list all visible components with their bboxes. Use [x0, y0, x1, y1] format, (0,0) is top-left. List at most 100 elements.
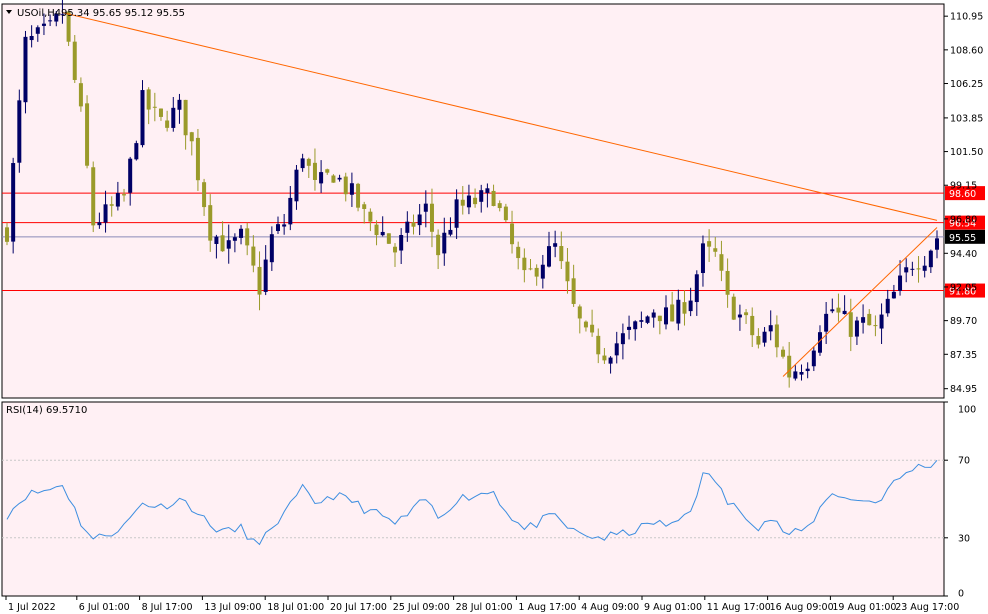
candle — [91, 161, 96, 233]
candle — [282, 213, 287, 235]
candle — [368, 208, 373, 232]
candle — [393, 243, 398, 267]
candle-body — [362, 204, 367, 209]
main-pane[interactable] — [1, 3, 945, 399]
candle — [516, 241, 521, 270]
candle — [411, 214, 416, 235]
candle-body — [719, 254, 724, 271]
candle — [510, 210, 515, 254]
candle — [423, 190, 428, 228]
candle — [787, 341, 792, 388]
symbol-label: USOil,H4 — [17, 8, 61, 19]
candle-body — [867, 313, 872, 326]
candle — [189, 131, 194, 156]
price-tick-label: 103.85 — [950, 113, 983, 124]
candle — [694, 270, 699, 316]
candle — [288, 185, 293, 231]
candle-body — [11, 163, 16, 242]
candle — [799, 364, 804, 381]
candle — [633, 320, 638, 341]
candle — [374, 220, 379, 246]
candle-body — [405, 221, 410, 233]
horizontal-levels[interactable]: 98.60 96.54 91.80 95.55 — [2, 186, 985, 298]
candle-body — [559, 246, 564, 262]
candle — [11, 157, 16, 254]
candle — [337, 174, 342, 182]
candle-body — [368, 211, 373, 222]
candle-body — [429, 203, 434, 232]
candle — [904, 258, 909, 283]
time-tick-label: 8 Jul 17:00 — [142, 602, 193, 613]
candle — [300, 153, 305, 172]
candle-body — [343, 176, 348, 195]
candle — [781, 346, 786, 359]
candle — [122, 188, 127, 202]
candle — [405, 211, 410, 242]
candle-body — [5, 227, 9, 242]
candle-body — [128, 158, 133, 193]
candle-body — [688, 300, 693, 312]
candle-body — [633, 321, 638, 330]
candle-body — [17, 100, 22, 163]
candle — [688, 287, 693, 317]
candle — [48, 14, 53, 27]
trendline[interactable] — [62, 12, 938, 221]
candle-body — [171, 107, 176, 128]
candle — [928, 249, 933, 273]
time-tick-label: 18 Jul 01:00 — [267, 602, 324, 613]
candle-body — [885, 298, 890, 314]
candle-body — [731, 296, 736, 320]
candle — [885, 289, 890, 317]
candle — [608, 356, 613, 374]
candle-body — [781, 349, 786, 357]
candle-body — [627, 326, 632, 330]
candle-body — [830, 309, 835, 312]
ohlc-values: 95.34 95.65 95.12 95.55 — [61, 8, 185, 19]
rsi-pane[interactable] — [1, 401, 945, 597]
candle — [436, 229, 441, 270]
candle — [916, 256, 921, 283]
candle-body — [491, 190, 496, 206]
candle — [700, 235, 705, 287]
candle-body — [177, 99, 182, 110]
trendline[interactable] — [782, 227, 938, 377]
candle-body — [799, 372, 804, 375]
candle-body — [54, 13, 59, 22]
candle-body — [664, 307, 669, 325]
candle-body — [842, 310, 847, 315]
candle-body — [836, 307, 841, 313]
candle — [503, 203, 508, 222]
time-tick-label: 23 Aug 17:00 — [895, 602, 959, 613]
candle-body — [460, 199, 465, 206]
candle-body — [577, 306, 582, 319]
candle-body — [380, 231, 385, 236]
time-tick-label: 1 Jul 2022 — [8, 602, 56, 613]
dropdown-triangle-icon[interactable] — [6, 10, 12, 14]
time-tick-label: 4 Aug 09:00 — [581, 602, 639, 613]
candle-body — [670, 304, 675, 322]
candle-body — [165, 120, 170, 128]
trendlines[interactable] — [62, 12, 938, 377]
candle-body — [356, 183, 361, 208]
price-tick-label: 94.40 — [950, 249, 977, 260]
candle-body — [226, 240, 231, 249]
candle-body — [232, 237, 237, 241]
candle — [195, 129, 200, 191]
candle — [707, 229, 712, 262]
candle — [232, 233, 237, 253]
candle-body — [202, 182, 207, 208]
candle — [639, 311, 644, 328]
candle-body — [337, 177, 342, 180]
candle-body — [331, 175, 336, 183]
candle-body — [700, 243, 705, 274]
candle-body — [614, 343, 619, 356]
candle — [220, 221, 225, 252]
candle-body — [811, 350, 816, 367]
candle — [583, 320, 588, 332]
candle — [805, 362, 810, 379]
candle — [466, 184, 471, 215]
time-tick-label: 11 Aug 17:00 — [707, 602, 771, 613]
candle-body — [208, 205, 213, 241]
candle-body — [140, 90, 145, 146]
